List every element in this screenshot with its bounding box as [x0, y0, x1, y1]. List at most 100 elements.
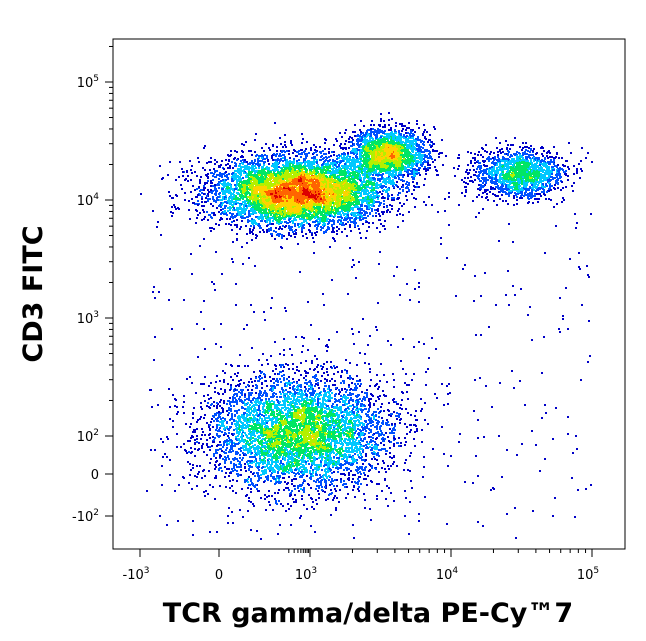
event-dot — [227, 207, 229, 209]
event-dot — [385, 186, 387, 188]
event-dot — [288, 178, 290, 180]
event-dot — [308, 193, 310, 195]
event-dot — [288, 232, 290, 234]
event-dot — [336, 233, 338, 235]
event-dot — [203, 185, 205, 187]
event-dot — [354, 168, 356, 170]
event-dot — [271, 202, 273, 204]
event-dot — [248, 220, 250, 222]
event-dot — [326, 218, 328, 220]
event-dot — [323, 196, 325, 198]
event-dot — [170, 211, 172, 213]
event-dot — [372, 222, 374, 224]
event-dot — [282, 174, 284, 176]
event-dot — [367, 196, 369, 198]
event-dot — [291, 229, 293, 231]
event-dot — [325, 153, 327, 155]
event-dot — [391, 205, 393, 207]
event-dot — [270, 190, 272, 192]
event-dot — [352, 208, 354, 210]
event-dot — [254, 159, 256, 161]
event-dot — [359, 232, 361, 234]
event-dot — [322, 209, 324, 211]
event-dot — [237, 202, 239, 204]
event-dot — [246, 173, 248, 175]
event-dot — [345, 180, 347, 182]
event-dot — [313, 213, 315, 215]
event-dot — [326, 214, 328, 216]
event-dot — [243, 172, 245, 174]
event-dot — [317, 167, 319, 169]
event-dot — [364, 205, 366, 207]
event-dot — [352, 212, 354, 214]
event-dot — [315, 216, 317, 218]
event-dot — [363, 178, 365, 180]
event-dot — [242, 192, 244, 194]
event-dot — [382, 173, 384, 175]
event-dot — [167, 174, 169, 176]
event-dot — [382, 196, 384, 198]
event-dot — [309, 201, 311, 203]
event-dot — [282, 157, 284, 159]
event-dot — [296, 188, 298, 190]
event-dot — [349, 219, 351, 221]
event-dot — [332, 202, 334, 204]
event-dot — [376, 194, 378, 196]
event-dot — [207, 177, 209, 179]
event-dot — [335, 190, 337, 192]
event-dot — [388, 195, 390, 197]
event-dot — [295, 192, 297, 194]
event-dot — [286, 205, 288, 207]
event-dot — [305, 194, 307, 196]
event-dot — [286, 238, 288, 240]
event-dot — [370, 177, 372, 179]
event-dot — [341, 210, 343, 212]
event-dot — [321, 172, 323, 174]
event-dot — [298, 172, 300, 174]
event-dot — [241, 143, 243, 145]
event-dot — [245, 225, 247, 227]
event-dot — [286, 191, 288, 193]
event-dot — [370, 187, 372, 189]
event-dot — [396, 214, 398, 216]
event-dot — [276, 164, 278, 166]
event-dot — [276, 153, 278, 155]
event-dot — [357, 213, 359, 215]
event-dot — [298, 177, 300, 179]
event-dot — [295, 232, 297, 234]
event-dot — [319, 159, 321, 161]
event-dot — [366, 202, 368, 204]
event-dot — [228, 198, 230, 200]
event-dot — [220, 164, 222, 166]
event-dot — [341, 189, 343, 191]
event-dot — [305, 169, 307, 171]
event-dot — [206, 195, 208, 197]
event-dot — [289, 157, 291, 159]
event-dot — [250, 185, 252, 187]
event-dot — [313, 252, 315, 254]
event-dot — [347, 221, 349, 223]
event-dot — [286, 189, 288, 191]
event-dot — [284, 144, 286, 146]
event-dot — [354, 218, 356, 220]
event-dot — [268, 147, 270, 149]
event-dot — [311, 233, 313, 235]
event-dot — [268, 202, 270, 204]
event-dot — [216, 207, 218, 209]
event-dot — [348, 199, 350, 201]
event-dot — [281, 168, 283, 170]
event-dot — [374, 197, 376, 199]
event-dot — [296, 160, 298, 162]
event-dot — [291, 194, 293, 196]
event-dot — [275, 227, 277, 229]
event-dot — [407, 184, 409, 186]
event-dot — [253, 187, 255, 189]
event-dot — [378, 213, 380, 215]
event-dot — [252, 233, 254, 235]
event-dot — [266, 221, 268, 223]
event-dot — [301, 184, 303, 186]
event-dot — [242, 198, 244, 200]
event-dot — [235, 203, 237, 205]
event-dot — [256, 182, 258, 184]
event-dot — [331, 206, 333, 208]
